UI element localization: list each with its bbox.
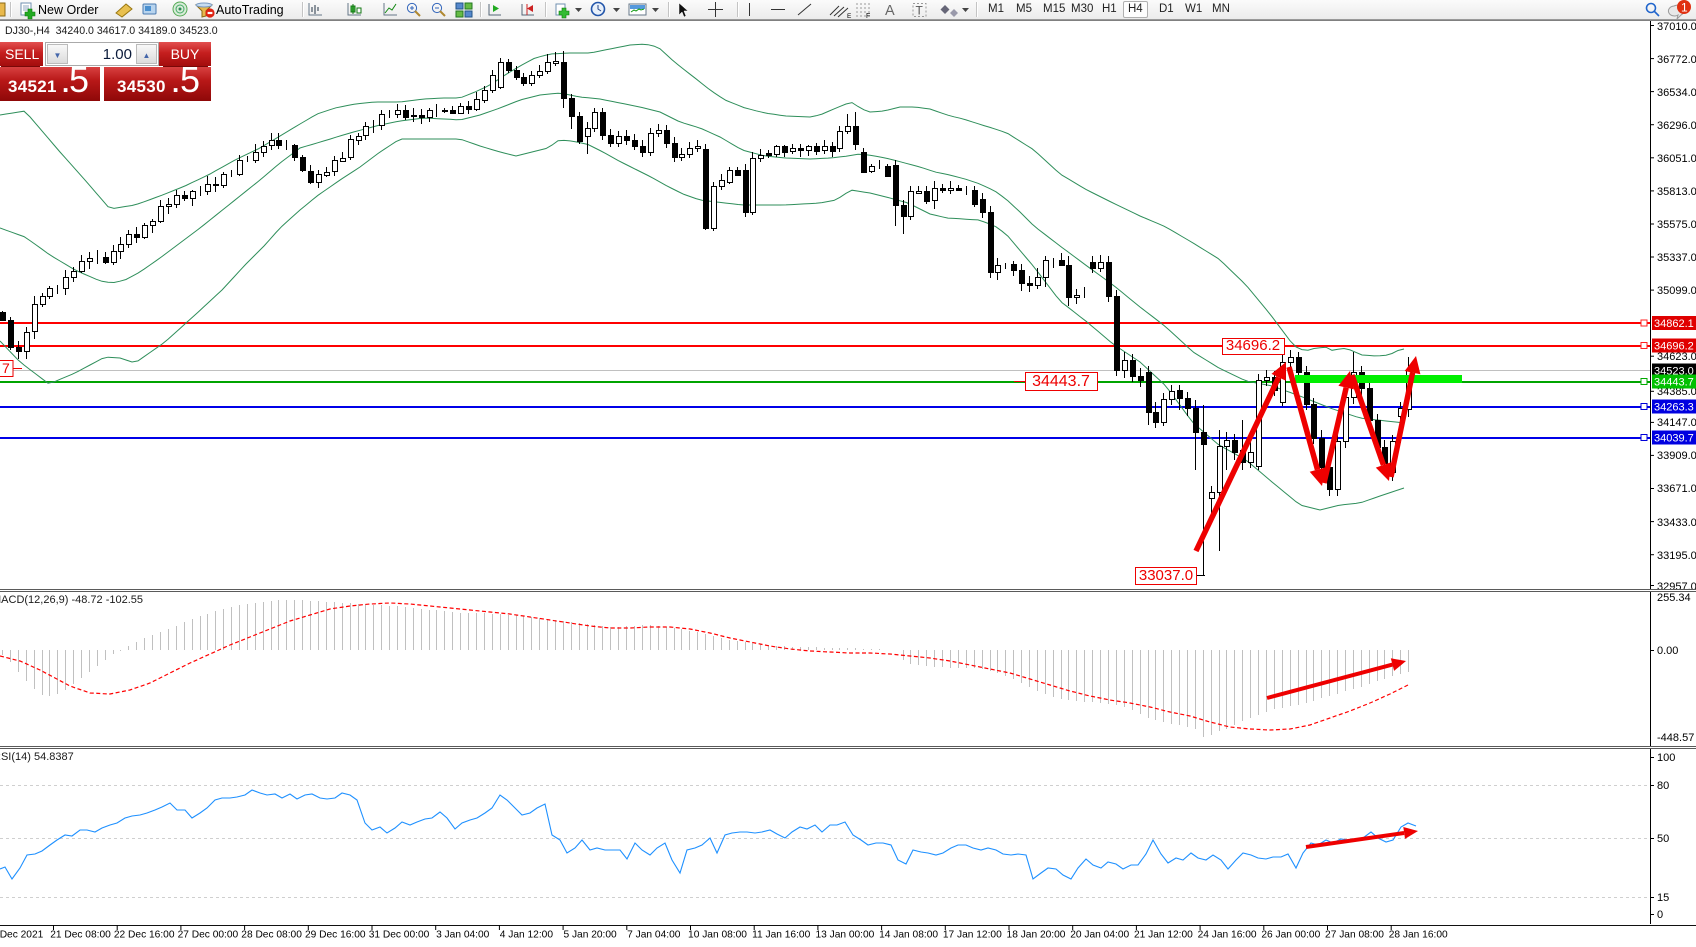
svg-text:RSI(14) 54.8387: RSI(14) 54.8387 — [0, 751, 74, 763]
svg-text:13 Jan 00:00: 13 Jan 00:00 — [815, 930, 874, 941]
svg-text:33037.0: 33037.0 — [1139, 567, 1193, 584]
svg-text:0.00: 0.00 — [1657, 645, 1678, 657]
svg-text:34696.2: 34696.2 — [1654, 341, 1694, 353]
svg-text:15: 15 — [1657, 892, 1669, 904]
svg-text:36051.0: 36051.0 — [1657, 153, 1696, 165]
svg-text:37010.0: 37010.0 — [1657, 21, 1696, 33]
svg-text:50: 50 — [1657, 833, 1669, 845]
svg-text:255.34: 255.34 — [1657, 592, 1691, 604]
svg-text:21 Dec 08:00: 21 Dec 08:00 — [50, 930, 111, 941]
svg-text:17 Jan 12:00: 17 Jan 12:00 — [943, 930, 1002, 941]
svg-text:T: T — [916, 4, 924, 18]
svg-text:22 Dec 16:00: 22 Dec 16:00 — [114, 930, 175, 941]
svg-text:0: 0 — [1657, 909, 1663, 921]
svg-text:34696.2: 34696.2 — [1226, 337, 1280, 354]
svg-text:35813.0: 35813.0 — [1657, 186, 1696, 198]
svg-text:1: 1 — [1681, 1, 1688, 15]
svg-text:10 Jan 08:00: 10 Jan 08:00 — [688, 930, 747, 941]
svg-text:F: F — [866, 13, 870, 20]
svg-text:36772.0: 36772.0 — [1657, 54, 1696, 66]
svg-text:28 Dec 08:00: 28 Dec 08:00 — [241, 930, 302, 941]
svg-text:E: E — [847, 13, 852, 20]
svg-text:21 Jan 12:00: 21 Jan 12:00 — [1134, 930, 1193, 941]
svg-text:33433.0: 33433.0 — [1657, 517, 1696, 529]
svg-text:Dec 2021: Dec 2021 — [0, 930, 44, 941]
svg-text:26 Jan 00:00: 26 Jan 00:00 — [1261, 930, 1320, 941]
svg-text:33909.0: 33909.0 — [1657, 450, 1696, 462]
svg-text:35575.0: 35575.0 — [1657, 219, 1696, 231]
svg-text:24 Jan 16:00: 24 Jan 16:00 — [1198, 930, 1257, 941]
svg-text:34862.1: 34862.1 — [1654, 318, 1694, 330]
svg-text:A: A — [885, 3, 895, 19]
svg-text:34039.7: 34039.7 — [1654, 433, 1694, 445]
svg-text:7: 7 — [2, 360, 10, 376]
svg-text:100: 100 — [1657, 752, 1675, 764]
svg-text:33195.0: 33195.0 — [1657, 550, 1696, 562]
svg-text:MACD(12,26,9) -48.72 -102.55: MACD(12,26,9) -48.72 -102.55 — [0, 594, 143, 606]
svg-text:28 Jan 16:00: 28 Jan 16:00 — [1389, 930, 1448, 941]
svg-text:34263.3: 34263.3 — [1654, 402, 1694, 414]
svg-text:80: 80 — [1657, 780, 1669, 792]
svg-text:11 Jan 16:00: 11 Jan 16:00 — [752, 930, 810, 941]
svg-text:DJ30-,H4 34240.0 34617.0 3418: DJ30-,H4 34240.0 34617.0 34189.0 34523.0 — [5, 25, 218, 37]
svg-text:34443.7: 34443.7 — [1654, 377, 1694, 389]
svg-text:-448.57: -448.57 — [1657, 732, 1694, 744]
svg-text:33671.0: 33671.0 — [1657, 483, 1696, 495]
svg-text:35099.0: 35099.0 — [1657, 285, 1696, 297]
svg-text:36534.0: 36534.0 — [1657, 87, 1696, 99]
svg-text:36296.0: 36296.0 — [1657, 120, 1696, 132]
svg-text:34443.7: 34443.7 — [1032, 373, 1090, 390]
svg-text:5 Jan 20:00: 5 Jan 20:00 — [563, 930, 617, 941]
svg-text:31 Dec 00:00: 31 Dec 00:00 — [369, 930, 430, 941]
svg-text:34623.0: 34623.0 — [1657, 351, 1696, 363]
svg-text:3 Jan 04:00: 3 Jan 04:00 — [436, 930, 490, 941]
svg-text:New Order: New Order — [38, 3, 98, 17]
svg-text:27 Jan 08:00: 27 Jan 08:00 — [1325, 930, 1384, 941]
svg-text:29 Dec 16:00: 29 Dec 16:00 — [305, 930, 366, 941]
svg-text:34385.0: 34385.0 — [1657, 386, 1696, 398]
svg-text:14 Jan 08:00: 14 Jan 08:00 — [879, 930, 938, 941]
svg-text:AutoTrading: AutoTrading — [216, 3, 284, 17]
svg-text:35337.0: 35337.0 — [1657, 252, 1696, 264]
svg-text:27 Dec 00:00: 27 Dec 00:00 — [178, 930, 239, 941]
svg-text:18 Jan 20:00: 18 Jan 20:00 — [1007, 930, 1066, 941]
svg-text:7 Jan 04:00: 7 Jan 04:00 — [627, 930, 681, 941]
svg-text:20 Jan 04:00: 20 Jan 04:00 — [1070, 930, 1129, 941]
svg-text:34147.0: 34147.0 — [1657, 417, 1696, 429]
svg-text:4 Jan 12:00: 4 Jan 12:00 — [500, 930, 554, 941]
